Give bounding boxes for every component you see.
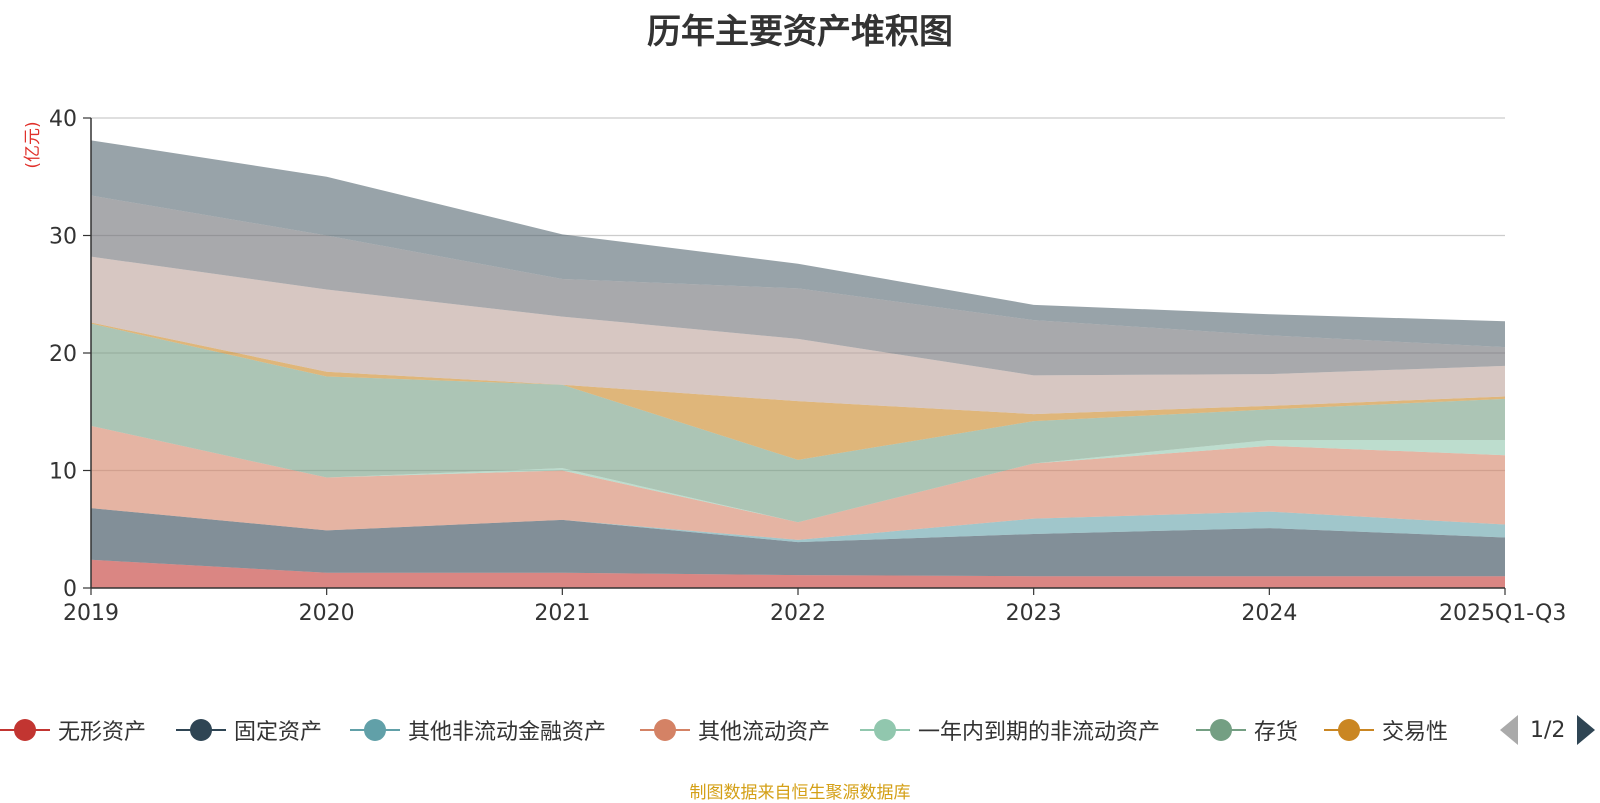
legend-marker-icon — [860, 712, 910, 748]
y-tick-label: 0 — [63, 577, 77, 602]
legend-prev-arrow-icon[interactable] — [1500, 715, 1518, 745]
data-source-note: 制图数据来自恒生聚源数据库 — [689, 783, 911, 803]
legend-label: 存货 — [1254, 720, 1299, 745]
legend-label: 无形资产 — [58, 720, 147, 745]
legend-item[interactable]: 一年内到期的非流动资产 — [860, 712, 1160, 748]
axes: 0 10 20 30 40 2019 2020 2021 2022 2023 2024 2025Q1-… — [49, 107, 1566, 626]
area-无形资产 — [91, 559, 1505, 588]
area-交易性 — [91, 322, 1505, 460]
legend-marker-icon — [176, 712, 226, 748]
y-tick-label: 20 — [49, 342, 77, 367]
legend-label: 一年内到期的非流动资产 — [918, 720, 1161, 745]
area-其他非流动金融资产 — [91, 508, 1505, 543]
y-tick-label: 30 — [49, 225, 77, 250]
x-tick-label: 2022 — [770, 601, 826, 626]
area-series-8 — [91, 256, 1505, 415]
x-tick-label: 2023 — [1006, 601, 1062, 626]
legend-page-indicator: 1/2 — [1530, 717, 1566, 743]
legend-item[interactable]: 其他非流动金融资产 — [350, 712, 606, 748]
area-series-9 — [91, 195, 1505, 376]
legend-label: 其他流动资产 — [698, 720, 831, 745]
legend-marker-icon — [1196, 712, 1246, 748]
legend-marker-icon — [0, 712, 50, 748]
y-tick-label: 10 — [49, 460, 77, 485]
area-series-10 — [91, 140, 1505, 348]
x-tick-label: 2024 — [1241, 601, 1297, 626]
legend-item[interactable]: 存货 — [1196, 712, 1298, 748]
x-tick-label: 2019 — [63, 601, 119, 626]
legend: 无形资产 固定资产 其他非流动金融资产 其他流动资产 一年内到期的非流动资产 存货 交易性 — [0, 712, 1600, 748]
stacked-area-chart: 0 10 20 30 40 2019 2020 2021 2022 2023 2024 2025Q1-… — [23, 107, 1566, 626]
legend-marker-icon — [1324, 712, 1374, 748]
x-tick-label: 2020 — [299, 601, 355, 626]
legend-item[interactable]: 无形资产 — [0, 712, 146, 748]
legend-item[interactable]: 其他流动资产 — [640, 712, 830, 748]
chart-title: 历年主要资产堆积图 — [647, 12, 953, 52]
area-series — [91, 140, 1505, 588]
x-tick-label: 2021 — [534, 601, 590, 626]
legend-item[interactable]: 固定资产 — [176, 712, 322, 748]
y-axis-unit-label: (亿元) — [23, 121, 43, 168]
legend-marker-icon — [350, 712, 400, 748]
area-存货 — [91, 323, 1505, 523]
legend-marker-icon — [640, 712, 690, 748]
y-tick-label: 40 — [49, 107, 77, 132]
legend-label: 固定资产 — [234, 720, 323, 745]
area-其他流动资产 — [91, 425, 1505, 540]
legend-pager: 1/2 — [1500, 712, 1596, 748]
legend-label: 交易性 — [1382, 720, 1449, 745]
legend-label: 其他非流动金融资产 — [408, 720, 607, 745]
x-tick-label: 2025Q1-Q3 — [1439, 601, 1566, 626]
legend-next-arrow-icon[interactable] — [1577, 715, 1596, 745]
legend-item[interactable]: 交易性 — [1324, 712, 1448, 748]
